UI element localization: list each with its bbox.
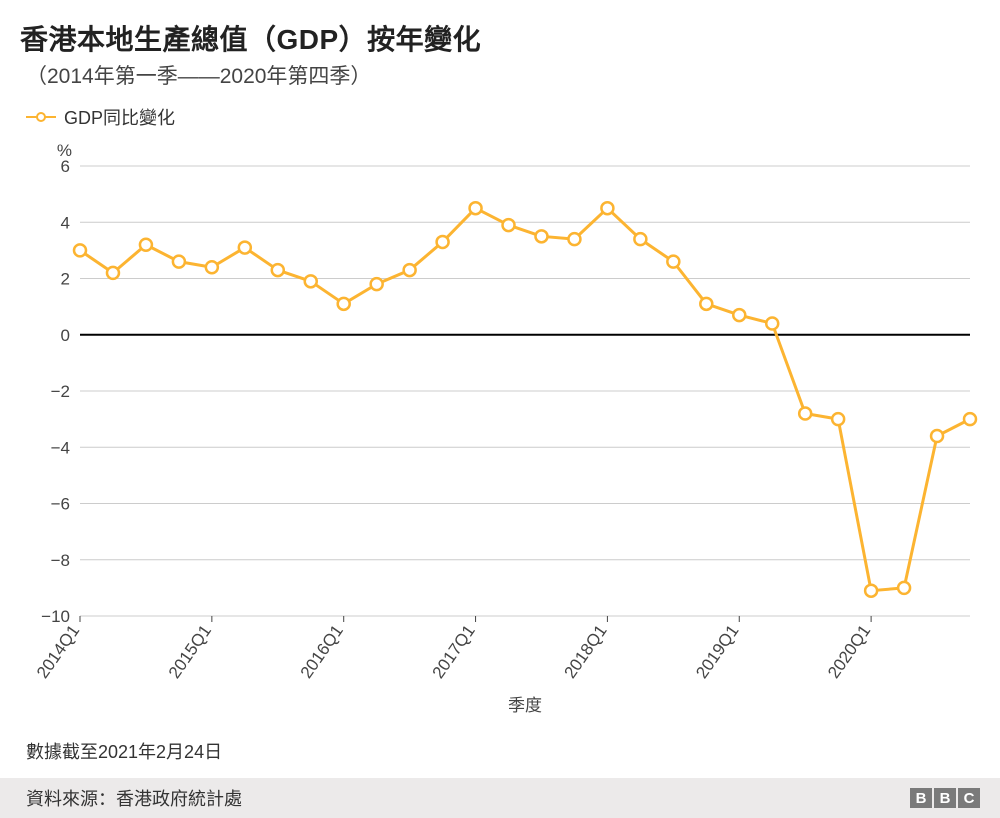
svg-text:季度: 季度 xyxy=(508,696,542,715)
chart-subtitle: （2014年第一季——2020年第四季） xyxy=(26,60,980,90)
chart-container: 香港本地生產總值（GDP）按年變化 （2014年第一季——2020年第四季） G… xyxy=(0,0,1000,818)
svg-text:−2: −2 xyxy=(51,382,70,401)
chart-title: 香港本地生產總值（GDP）按年變化 xyxy=(20,18,980,58)
svg-text:2014Q1: 2014Q1 xyxy=(33,621,83,681)
bbc-logo-box: B xyxy=(910,788,932,808)
svg-text:−8: −8 xyxy=(51,551,70,570)
svg-text:2015Q1: 2015Q1 xyxy=(165,621,215,681)
legend-swatch xyxy=(26,116,56,118)
svg-text:0: 0 xyxy=(61,326,70,345)
legend-marker-icon xyxy=(36,112,46,122)
svg-text:−6: −6 xyxy=(51,495,70,514)
svg-text:%: % xyxy=(57,141,72,160)
line-chart-svg: 6420−2−4−6−8−10%2014Q12015Q12016Q12017Q1… xyxy=(20,136,980,726)
svg-text:4: 4 xyxy=(61,213,70,232)
legend-label: GDP同比變化 xyxy=(64,104,175,130)
svg-text:2016Q1: 2016Q1 xyxy=(297,621,347,681)
bbc-logo-box: C xyxy=(958,788,980,808)
legend: GDP同比變化 xyxy=(26,104,980,130)
chart-plot-area: 6420−2−4−6−8−10%2014Q12015Q12016Q12017Q1… xyxy=(20,136,980,726)
svg-text:−4: −4 xyxy=(51,438,70,457)
svg-text:2018Q1: 2018Q1 xyxy=(560,621,610,681)
svg-text:2020Q1: 2020Q1 xyxy=(824,621,874,681)
data-note: 數據截至2021年2月24日 xyxy=(26,738,980,764)
svg-text:2: 2 xyxy=(61,270,70,289)
source-text: 資料來源：香港政府統計處 xyxy=(26,785,242,811)
svg-text:2017Q1: 2017Q1 xyxy=(429,621,479,681)
footer-bar: 資料來源：香港政府統計處 BBC xyxy=(0,778,1000,818)
bbc-logo: BBC xyxy=(910,788,980,808)
svg-text:2019Q1: 2019Q1 xyxy=(692,621,742,681)
bbc-logo-box: B xyxy=(934,788,956,808)
